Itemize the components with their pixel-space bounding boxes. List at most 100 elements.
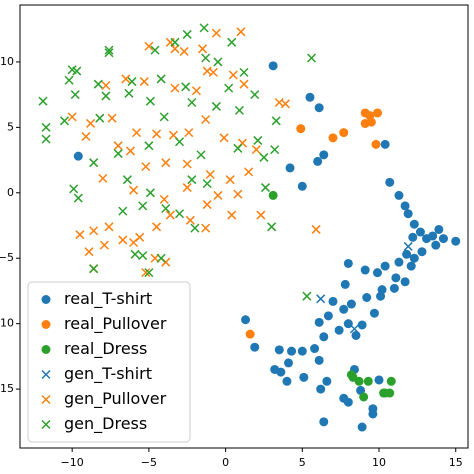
point (415, 227, 425, 237)
point (296, 124, 306, 134)
point (184, 128, 194, 138)
legend: real_T-shirt real_Pullover real_Dress gen_T… (27, 281, 191, 443)
point (129, 238, 139, 248)
point (145, 96, 155, 106)
point (372, 268, 382, 278)
point (213, 190, 223, 200)
point (132, 128, 142, 138)
y-tick-label: −15 (0, 382, 14, 395)
point (187, 175, 197, 185)
point (409, 219, 419, 229)
point (428, 231, 438, 241)
point (70, 90, 80, 100)
point (385, 177, 395, 187)
y-tick-label: 10 (0, 55, 14, 68)
point (274, 345, 284, 355)
legend-marker (41, 394, 51, 405)
point (283, 358, 293, 368)
point (359, 392, 369, 402)
point (152, 129, 162, 139)
point (138, 201, 148, 211)
point (38, 96, 48, 106)
point (376, 291, 386, 301)
point (179, 46, 189, 56)
point (182, 29, 192, 39)
point (354, 376, 364, 386)
point (239, 79, 249, 89)
y-tick-label: 5 (7, 120, 14, 133)
point (236, 27, 246, 37)
point (170, 83, 180, 93)
point (141, 268, 151, 278)
point (339, 304, 349, 314)
point (346, 299, 356, 309)
point (73, 151, 83, 161)
point (406, 261, 416, 271)
point (366, 117, 376, 127)
point (98, 173, 108, 183)
legend-marker (41, 295, 51, 304)
plot-frame (19, 4, 469, 449)
point (175, 137, 185, 147)
point (41, 122, 51, 132)
point (408, 232, 418, 242)
point (211, 28, 221, 38)
legend-label: gen_T-shirt (64, 364, 152, 384)
legend-label: gen_Pullover (64, 389, 167, 409)
point (394, 190, 404, 200)
point (270, 145, 280, 155)
y-tick-label: −10 (0, 317, 14, 330)
point (161, 158, 171, 168)
point (380, 388, 390, 398)
point (328, 296, 338, 306)
point (244, 167, 254, 177)
point (64, 75, 74, 85)
point (113, 141, 123, 151)
point (125, 146, 135, 156)
point (227, 37, 237, 47)
point (121, 74, 131, 84)
point (198, 44, 208, 54)
point (86, 118, 96, 128)
point (339, 128, 349, 138)
y-tick-label: −5 (0, 251, 14, 264)
point (280, 99, 290, 109)
point (181, 82, 191, 92)
point (357, 422, 367, 432)
point (394, 257, 404, 267)
point (239, 67, 249, 77)
point (93, 79, 103, 89)
point (95, 113, 105, 123)
point (403, 241, 413, 251)
point (357, 320, 367, 330)
point (302, 291, 312, 301)
point (159, 194, 169, 204)
x-tick-label: −10 (61, 456, 84, 469)
point (402, 249, 412, 259)
point (250, 90, 260, 100)
point (316, 384, 326, 394)
point (319, 332, 329, 342)
point (67, 112, 77, 122)
point (271, 116, 281, 126)
point (127, 77, 137, 87)
point (362, 292, 372, 302)
x-tick-label: 10 (372, 456, 386, 469)
point (431, 240, 441, 250)
point (276, 367, 286, 377)
point (201, 114, 211, 125)
point (205, 169, 215, 180)
point (213, 57, 223, 67)
legend-label: gen_Dress (64, 414, 147, 434)
point (202, 200, 212, 210)
point (190, 223, 200, 233)
point (228, 70, 238, 80)
point (152, 222, 162, 232)
point (314, 103, 324, 113)
point (89, 264, 99, 274)
point (251, 145, 261, 155)
point (323, 311, 333, 321)
point (380, 261, 390, 271)
point (170, 44, 180, 54)
point (311, 224, 321, 234)
